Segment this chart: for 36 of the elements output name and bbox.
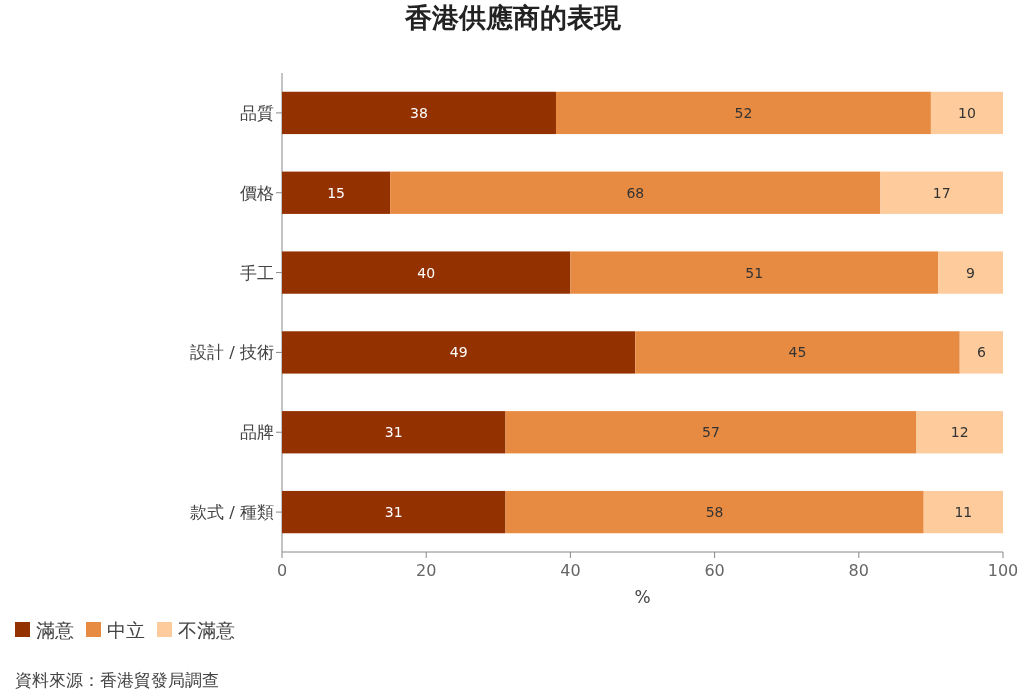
category-label: 手工	[240, 263, 274, 283]
data-label: 52	[734, 104, 753, 121]
data-label: 11	[954, 504, 973, 521]
data-label: 12	[950, 424, 969, 441]
category-label: 款式 / 種類	[189, 503, 274, 523]
data-label: 49	[449, 344, 468, 361]
legend-label: 滿意	[36, 620, 74, 641]
tick-label: 0	[276, 561, 288, 580]
tick-label: 100	[987, 561, 1019, 580]
data-label: 51	[745, 264, 764, 281]
data-label: 57	[702, 424, 720, 441]
x-axis-title: %	[634, 587, 651, 607]
data-label: 10	[958, 104, 976, 121]
data-label: 40	[417, 264, 436, 281]
data-label: 31	[384, 504, 403, 521]
category-label: 品牌	[240, 423, 274, 443]
legend-label: 不滿意	[178, 620, 235, 641]
data-label: 6	[976, 344, 986, 361]
annotation: 資料來源：香港貿發局調查	[15, 671, 219, 690]
data-label: 38	[410, 104, 428, 121]
data-label: 17	[932, 184, 951, 201]
category-label: 設計 / 技術	[189, 343, 274, 363]
data-label: 15	[327, 184, 345, 201]
data-label: 31	[384, 424, 403, 441]
tick-label: 60	[704, 561, 725, 580]
title: 香港供應商的表現	[404, 2, 621, 33]
data-label: 45	[788, 344, 807, 361]
tick-label: 40	[560, 561, 581, 580]
category-label: 價格	[240, 183, 274, 203]
data-label: 58	[705, 504, 724, 521]
tick-label: 80	[848, 561, 869, 580]
tick-label: 20	[416, 561, 437, 580]
category-label: 品質	[240, 103, 274, 123]
data-label: 9	[966, 264, 975, 281]
data-label: 68	[626, 184, 645, 201]
legend-label: 中立	[107, 620, 145, 641]
